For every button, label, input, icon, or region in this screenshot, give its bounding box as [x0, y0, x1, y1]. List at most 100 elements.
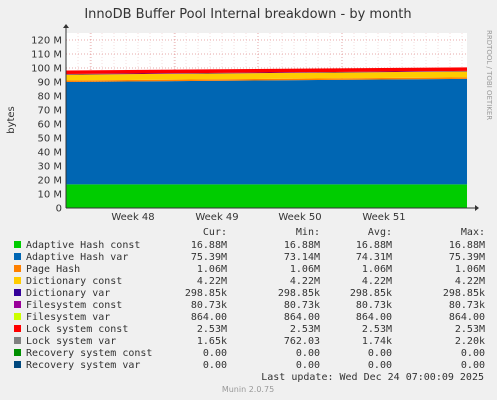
legend-value-cur: 0.00	[203, 360, 227, 371]
legend-swatch	[14, 265, 21, 272]
x-tick-labels: Week 48 Week 49 Week 50 Week 51	[111, 212, 405, 223]
legend-series-name: Adaptive Hash const	[26, 240, 140, 251]
legend-value-min: 864.00	[284, 312, 320, 323]
y-tick-label: 100 M	[31, 64, 62, 75]
legend-value-max: 2.53M	[455, 324, 485, 335]
legend-value-max: 80.73k	[449, 300, 485, 311]
x-tick-label: Week 50	[278, 212, 321, 223]
legend-series-name: Dictionary const	[26, 276, 122, 287]
legend-value-min: 2.53M	[290, 324, 320, 335]
legend-value-avg: 298.85k	[350, 288, 392, 299]
legend-value-min: 0.00	[296, 348, 320, 359]
area-adaptive-hash-var	[66, 78, 467, 185]
legend-swatch	[14, 241, 21, 248]
legend-value-min: 4.22M	[290, 276, 320, 287]
area-page-hash	[66, 77, 467, 82]
legend-value-avg: 16.88M	[356, 240, 392, 251]
legend-swatch	[14, 277, 21, 284]
legend-value-min: 73.14M	[284, 252, 320, 263]
legend-value-avg: 864.00	[356, 312, 392, 323]
legend-value-avg: 1.06M	[362, 264, 392, 275]
legend-value-cur: 16.88M	[191, 240, 227, 251]
legend-swatch	[14, 253, 21, 260]
legend-value-max: 4.22M	[455, 276, 485, 287]
y-tick-label: 110 M	[31, 50, 62, 61]
legend-series-name: Filesystem const	[26, 300, 122, 311]
legend-series-name: Recovery system var	[26, 360, 140, 371]
y-tick-label: 30 M	[37, 162, 62, 173]
legend-value-min: 0.00	[296, 360, 320, 371]
y-tick-label: 60 M	[37, 120, 62, 131]
legend-header-min: Min:	[296, 227, 320, 238]
y-tick-label: 120 M	[31, 36, 62, 47]
last-update: Last update: Wed Dec 24 07:00:09 2025	[261, 372, 484, 383]
legend-value-cur: 2.53M	[197, 324, 227, 335]
legend-series-name: Page Hash	[26, 264, 80, 275]
y-tick-label: 10 M	[37, 190, 62, 201]
legend-swatch	[14, 301, 21, 308]
y-tick-label: 0	[56, 204, 62, 215]
legend-series-name: Adaptive Hash var	[26, 252, 128, 263]
legend-value-cur: 4.22M	[197, 276, 227, 287]
legend-swatch	[14, 349, 21, 356]
legend-value-max: 864.00	[449, 312, 485, 323]
area-dictionary-const	[66, 71, 467, 81]
y-tick-label: 90 M	[37, 78, 62, 89]
area-filesystem-const	[66, 70, 467, 75]
stacked-areas	[66, 67, 467, 208]
legend-value-avg: 0.00	[368, 348, 392, 359]
legend-value-min: 1.06M	[290, 264, 320, 275]
area-lock-system-const	[66, 67, 467, 75]
legend-value-avg: 0.00	[368, 360, 392, 371]
munin-version: Munin 2.0.75	[222, 385, 274, 394]
legend-value-max: 0.00	[461, 348, 485, 359]
y-tick-label: 20 M	[37, 176, 62, 187]
legend-value-min: 80.73k	[284, 300, 320, 311]
legend-value-max: 2.20k	[455, 336, 485, 347]
legend-value-cur: 298.85k	[185, 288, 227, 299]
legend-value-cur: 0.00	[203, 348, 227, 359]
area-adaptive-hash-const	[66, 184, 467, 208]
legend-swatch	[14, 289, 21, 296]
legend-value-max: 298.85k	[443, 288, 485, 299]
x-tick-label: Week 49	[195, 212, 238, 223]
y-tick-labels: 0 10 M 20 M 30 M 40 M 50 M 60 M 70 M 80 M 90 M 100…	[31, 36, 62, 215]
legend-series-name: Lock system var	[26, 336, 116, 347]
y-tick-label: 70 M	[37, 106, 62, 117]
legend-value-avg: 1.74k	[362, 336, 392, 347]
area-dictionary-var	[66, 71, 467, 75]
legend-value-avg: 80.73k	[356, 300, 392, 311]
x-tick-label: Week 51	[362, 212, 405, 223]
legend-value-min: 16.88M	[284, 240, 320, 251]
area-lock-system-var	[66, 67, 467, 71]
y-axis-label: bytes	[6, 106, 17, 134]
legend-value-cur: 80.73k	[191, 300, 227, 311]
y-tick-label: 50 M	[37, 134, 62, 145]
axes	[63, 24, 479, 211]
y-tick-label: 80 M	[37, 92, 62, 103]
legend-value-min: 762.03	[284, 336, 320, 347]
legend-swatch	[14, 337, 21, 344]
legend-series-name: Lock system const	[26, 324, 128, 335]
chart-title: InnoDB Buffer Pool Internal breakdown - …	[84, 7, 411, 22]
y-axis-arrow	[63, 24, 69, 28]
legend-series-name: Recovery system const	[26, 348, 152, 359]
x-tick-label: Week 48	[111, 212, 154, 223]
legend-value-avg: 74.31M	[356, 252, 392, 263]
legend-series-name: Dictionary var	[26, 288, 110, 299]
x-axis-arrow	[475, 205, 479, 211]
area-filesystem-var	[66, 70, 467, 75]
legend-header-avg: Avg:	[368, 227, 392, 238]
legend: Cur: Min: Avg: Max: Adaptive Hash const 1…	[14, 227, 485, 371]
legend-value-cur: 864.00	[191, 312, 227, 323]
legend-value-avg: 2.53M	[362, 324, 392, 335]
legend-value-avg: 4.22M	[362, 276, 392, 287]
legend-header-cur: Cur:	[203, 227, 227, 238]
legend-header-max: Max:	[461, 227, 485, 238]
rrdtool-side-label: RRDTOOL / TOBI OETIKER	[485, 30, 493, 120]
legend-series-name: Filesystem var	[26, 312, 110, 323]
legend-value-cur: 1.06M	[197, 264, 227, 275]
legend-value-max: 75.39M	[449, 252, 485, 263]
legend-value-max: 0.00	[461, 360, 485, 371]
